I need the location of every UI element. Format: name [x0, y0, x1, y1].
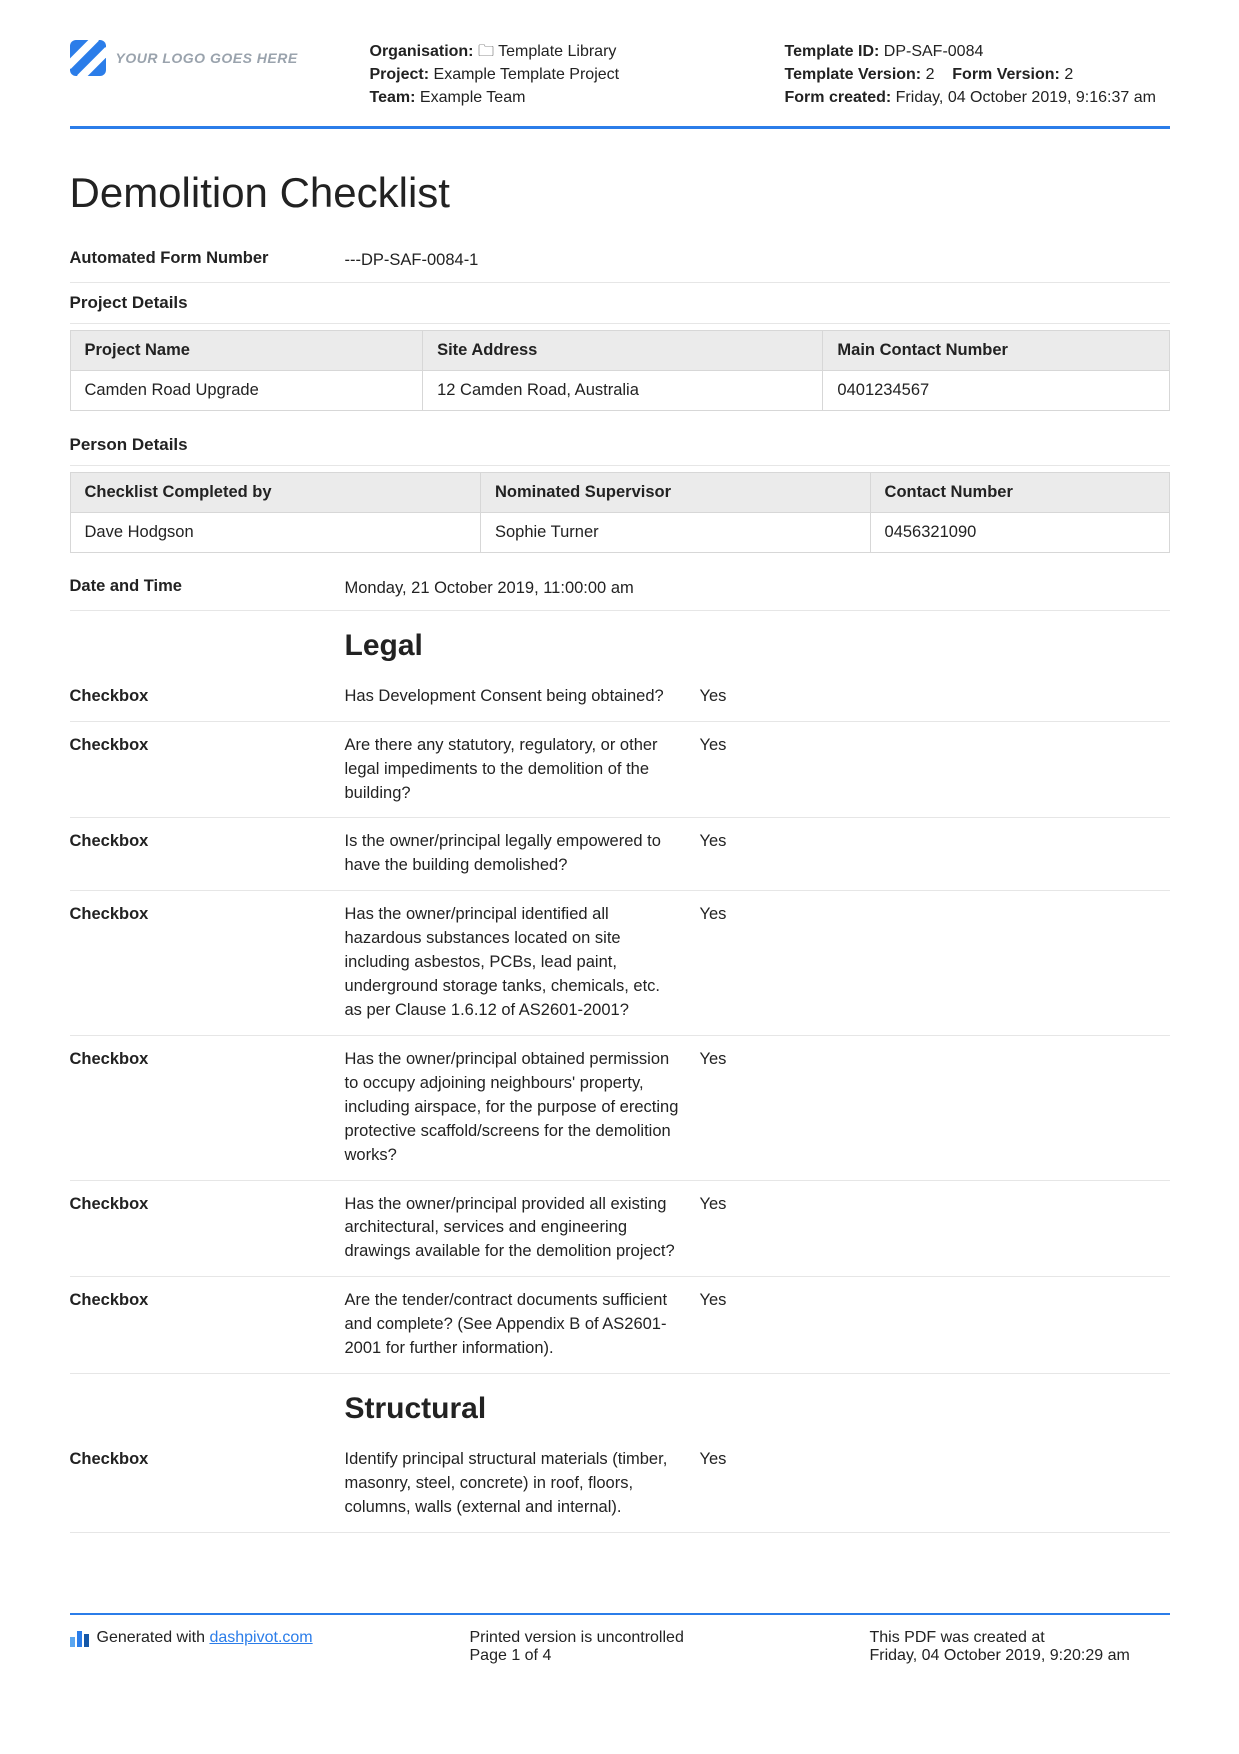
checkbox-answer: Yes — [700, 734, 1170, 806]
date-time-value: Monday, 21 October 2019, 11:00:00 am — [345, 577, 700, 600]
col-supervisor: Nominated Supervisor — [480, 472, 870, 512]
checkbox-label: Checkbox — [70, 1289, 345, 1361]
form-number-label: Automated Form Number — [70, 249, 345, 272]
section-title: Legal — [345, 629, 1170, 663]
checkbox-answer: Yes — [700, 1289, 1170, 1361]
checkbox-question: Are there any statutory, regulatory, or … — [345, 734, 700, 806]
logo: YOUR LOGO GOES HERE — [70, 40, 340, 76]
footer-generated: Generated with dashpivot.com — [70, 1629, 430, 1665]
checkbox-row: CheckboxHas the owner/principal identifi… — [70, 891, 1170, 1036]
checkbox-label: Checkbox — [70, 830, 345, 878]
checkbox-label: Checkbox — [70, 685, 345, 709]
header: YOUR LOGO GOES HERE Organisation: 🗀 Temp… — [70, 40, 1170, 122]
checkbox-question: Is the owner/principal legally empowered… — [345, 830, 700, 878]
header-rule — [70, 126, 1170, 129]
checkbox-question: Has the owner/principal obtained permiss… — [345, 1048, 700, 1168]
checkbox-question: Identify principal structural materials … — [345, 1448, 700, 1520]
person-details-table: Checklist Completed by Nominated Supervi… — [70, 472, 1170, 553]
checkbox-answer: Yes — [700, 1048, 1170, 1168]
col-contact: Contact Number — [870, 472, 1169, 512]
form-number-value: ---DP-SAF-0084-1 — [345, 249, 700, 272]
col-completed-by: Checklist Completed by — [70, 472, 480, 512]
form-number-row: Automated Form Number ---DP-SAF-0084-1 — [70, 239, 1170, 283]
checkbox-label: Checkbox — [70, 1048, 345, 1168]
section-title: Structural — [345, 1392, 1170, 1426]
checkbox-question: Has the owner/principal provided all exi… — [345, 1193, 700, 1265]
checkbox-row: CheckboxHas the owner/principal provided… — [70, 1181, 1170, 1278]
footer: Generated with dashpivot.com Printed ver… — [70, 1613, 1170, 1665]
date-time-row: Date and Time Monday, 21 October 2019, 1… — [70, 567, 1170, 611]
col-site-address: Site Address — [423, 330, 823, 370]
checkbox-answer: Yes — [700, 830, 1170, 878]
checkbox-row: CheckboxHas the owner/principal obtained… — [70, 1036, 1170, 1181]
checkbox-answer: Yes — [700, 685, 1170, 709]
bars-icon — [70, 1629, 89, 1647]
footer-created: This PDF was created at Friday, 04 Octob… — [870, 1629, 1170, 1665]
checkbox-question: Has Development Consent being obtained? — [345, 685, 700, 709]
checkbox-row: CheckboxIs the owner/principal legally e… — [70, 818, 1170, 891]
checkbox-answer: Yes — [700, 1193, 1170, 1265]
checkbox-label: Checkbox — [70, 1193, 345, 1265]
col-main-contact: Main Contact Number — [823, 330, 1169, 370]
date-time-label: Date and Time — [70, 577, 345, 600]
checkbox-question: Are the tender/contract documents suffic… — [345, 1289, 700, 1361]
col-project-name: Project Name — [70, 330, 423, 370]
checkbox-label: Checkbox — [70, 734, 345, 806]
project-details-heading: Project Details — [70, 283, 1170, 324]
checkbox-row: CheckboxAre there any statutory, regulat… — [70, 722, 1170, 819]
meta-left: Organisation: 🗀 Template Library Project… — [370, 40, 755, 110]
meta-right: Template ID: DP-SAF-0084 Template Versio… — [785, 40, 1170, 110]
checkbox-question: Has the owner/principal identified all h… — [345, 903, 700, 1023]
checkbox-row: CheckboxAre the tender/contract document… — [70, 1277, 1170, 1374]
project-details-table: Project Name Site Address Main Contact N… — [70, 330, 1170, 411]
footer-printed: Printed version is uncontrolled Page 1 o… — [470, 1629, 830, 1665]
logo-icon — [70, 40, 106, 76]
checkbox-label: Checkbox — [70, 1448, 345, 1520]
logo-text: YOUR LOGO GOES HERE — [116, 50, 298, 66]
dashpivot-link[interactable]: dashpivot.com — [209, 1629, 312, 1646]
checkbox-row: CheckboxHas Development Consent being ob… — [70, 673, 1170, 722]
table-row: Camden Road Upgrade 12 Camden Road, Aust… — [70, 370, 1169, 410]
checkbox-answer: Yes — [700, 1448, 1170, 1520]
person-details-heading: Person Details — [70, 425, 1170, 466]
checkbox-answer: Yes — [700, 903, 1170, 1023]
page-title: Demolition Checklist — [70, 169, 1170, 217]
checkbox-label: Checkbox — [70, 903, 345, 1023]
checkbox-row: CheckboxIdentify principal structural ma… — [70, 1436, 1170, 1533]
table-row: Dave Hodgson Sophie Turner 0456321090 — [70, 512, 1169, 552]
